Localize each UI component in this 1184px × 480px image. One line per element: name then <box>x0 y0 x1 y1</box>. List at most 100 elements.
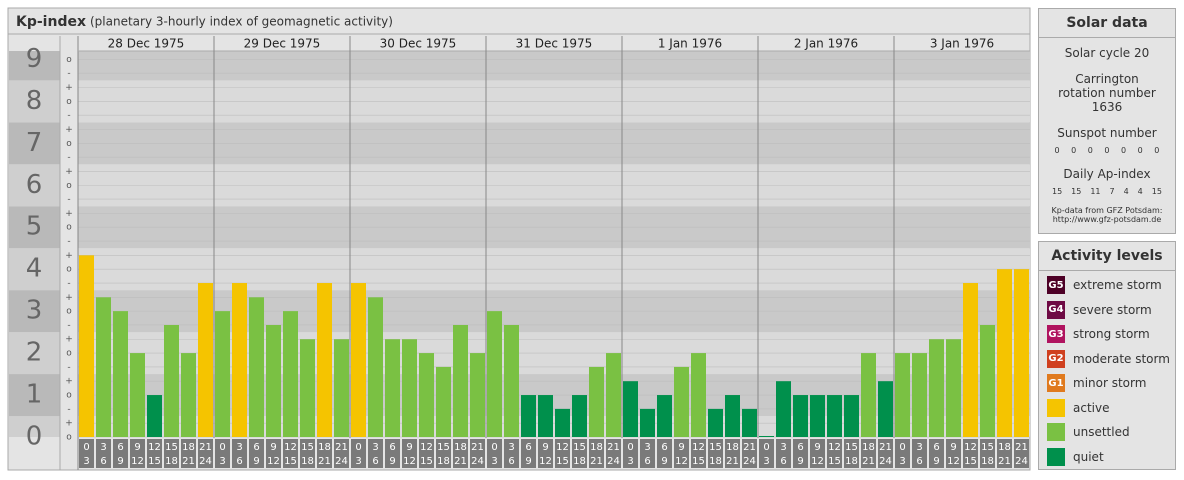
bar <box>249 297 264 437</box>
time-tick-label: 0 <box>83 442 89 453</box>
sunspot-value: 0 <box>1137 146 1143 155</box>
time-tick-label: 9 <box>661 456 667 467</box>
time-box <box>844 439 859 468</box>
time-tick-label: 24 <box>607 456 620 467</box>
time-box <box>147 439 162 468</box>
minor-tick-label: + <box>65 419 73 429</box>
time-tick-label: 12 <box>131 456 144 467</box>
time-box <box>419 439 434 468</box>
time-box <box>946 439 961 468</box>
ap-value: 7 <box>1109 187 1115 196</box>
band <box>78 416 1030 437</box>
legend-item: G4 severe storm <box>1039 298 1175 323</box>
time-box <box>963 439 978 468</box>
time-box <box>776 439 791 468</box>
bar <box>963 283 978 437</box>
legend-swatch: G2 <box>1047 349 1065 368</box>
bar <box>606 353 621 437</box>
time-tick-label: 0 <box>219 442 225 453</box>
time-tick-label: 6 <box>933 442 939 453</box>
legend-label: severe storm <box>1073 302 1152 317</box>
ap-title: Daily Ap-index <box>1063 167 1151 181</box>
credit: Kp-data from GFZ Potsdam: <box>1051 206 1163 215</box>
time-tick-label: 15 <box>284 456 297 467</box>
legend-swatch <box>1047 398 1065 417</box>
bar <box>402 339 417 437</box>
time-tick-label: 15 <box>828 456 841 467</box>
time-tick-label: 6 <box>797 442 803 453</box>
time-tick-label: 6 <box>644 456 650 467</box>
legend-item: unsettled <box>1039 420 1175 445</box>
minor-tick-label: + <box>65 83 73 93</box>
time-box <box>555 439 570 468</box>
time-tick-label: 24 <box>471 456 484 467</box>
time-box <box>249 439 264 468</box>
time-box <box>623 439 638 468</box>
time-tick-label: 3 <box>219 456 225 467</box>
time-tick-label: 12 <box>403 456 416 467</box>
sunspot-value: 0 <box>1104 146 1110 155</box>
y-tick-label: 9 <box>26 44 43 74</box>
time-box <box>232 439 247 468</box>
label-band <box>9 332 60 375</box>
time-box <box>810 439 825 468</box>
legend-swatch: G1 <box>1047 374 1065 393</box>
ap-value: 15 <box>1071 187 1082 196</box>
y-tick-label: 8 <box>26 86 43 116</box>
time-box <box>793 439 808 468</box>
time-box <box>878 439 893 468</box>
bar <box>181 353 196 437</box>
time-tick-label: 21 <box>471 442 484 453</box>
time-box <box>79 439 94 468</box>
legend-swatch: G5 <box>1047 276 1065 295</box>
minor-tick-label: - <box>67 320 70 330</box>
minor-tick-label: - <box>67 404 70 414</box>
time-tick-label: 18 <box>182 442 195 453</box>
time-box <box>759 439 774 468</box>
time-tick-label: 3 <box>236 442 242 453</box>
time-tick-label: 18 <box>709 456 722 467</box>
time-tick-label: 3 <box>508 442 514 453</box>
time-tick-label: 9 <box>797 456 803 467</box>
time-tick-label: 9 <box>950 442 956 453</box>
time-box <box>453 439 468 468</box>
legend-label: extreme storm <box>1073 278 1162 293</box>
time-box <box>198 439 213 468</box>
time-tick-label: 18 <box>998 442 1011 453</box>
time-tick-label: 12 <box>284 442 297 453</box>
time-tick-label: 6 <box>117 442 123 453</box>
time-box <box>929 439 944 468</box>
minor-tick-label: o <box>66 97 72 107</box>
bar <box>198 283 213 437</box>
solar-title: Solar data <box>1039 9 1175 38</box>
minor-tick-label: + <box>65 167 73 177</box>
time-tick-label: 15 <box>556 456 569 467</box>
bar <box>725 395 740 437</box>
bar <box>640 408 655 437</box>
legend-swatch <box>1047 447 1065 466</box>
bar <box>334 339 349 437</box>
time-tick-label: 3 <box>355 456 361 467</box>
label-band <box>9 206 60 249</box>
bar <box>164 324 179 437</box>
label-band <box>9 80 60 123</box>
time-tick-label: 0 <box>627 442 633 453</box>
time-box <box>912 439 927 468</box>
time-tick-label: 6 <box>508 456 514 467</box>
legend-label: minor storm <box>1073 376 1147 391</box>
time-tick-label: 21 <box>199 442 212 453</box>
time-box <box>215 439 230 468</box>
time-tick-label: 12 <box>828 442 841 453</box>
minor-tick-label: - <box>67 195 70 205</box>
time-box <box>589 439 604 468</box>
minor-tick-label: - <box>67 237 70 247</box>
minor-tick-label: o <box>66 139 72 149</box>
bar <box>623 381 638 437</box>
time-tick-label: 18 <box>165 456 178 467</box>
day-label: 30 Dec 1975 <box>380 37 457 51</box>
time-box <box>980 439 995 468</box>
time-tick-label: 15 <box>981 442 994 453</box>
minor-tick-label: - <box>67 153 70 163</box>
time-box <box>674 439 689 468</box>
